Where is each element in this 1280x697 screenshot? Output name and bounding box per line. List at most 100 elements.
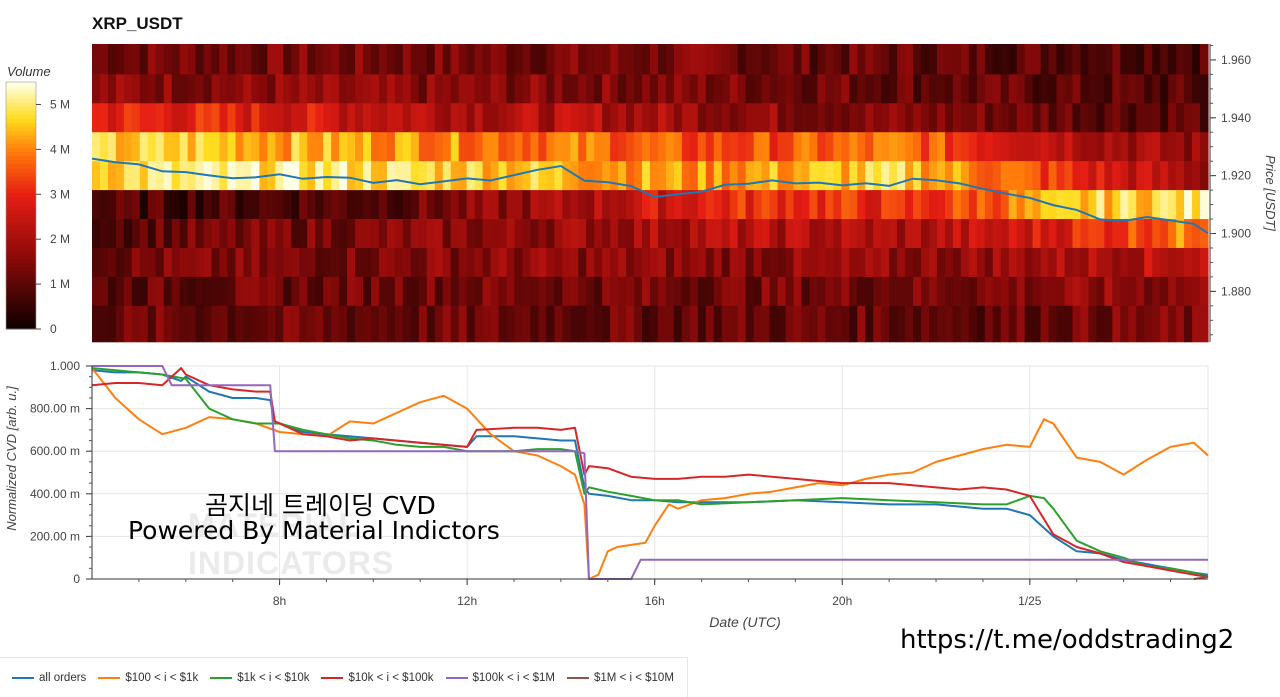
- heatmap-cell: [418, 247, 428, 278]
- legend-item[interactable]: $1k < i < $10k: [210, 672, 309, 684]
- heatmap-cell: [283, 74, 292, 104]
- heatmap-cell: [410, 74, 420, 104]
- telegram-link[interactable]: https://t.me/oddstrading2: [900, 625, 1235, 655]
- heatmap-cell: [1136, 276, 1145, 307]
- heatmap-cell: [363, 132, 372, 162]
- heatmap-cell: [259, 247, 268, 278]
- heatmap-cell: [992, 190, 1002, 220]
- heatmap-cell: [1096, 103, 1105, 133]
- heatmap-cell: [1088, 44, 1097, 75]
- heatmap-cell: [1080, 190, 1090, 220]
- heatmap-cell: [697, 276, 707, 307]
- heatmap-cell: [378, 132, 388, 162]
- colorbar-gradient-step: [6, 119, 36, 124]
- heatmap-cell: [530, 161, 539, 191]
- heatmap-cell: [402, 305, 412, 343]
- colorbar-tick-label: 4 M: [50, 142, 70, 156]
- legend-item[interactable]: $1M < i < $10M: [567, 672, 674, 684]
- heatmap-cell: [929, 161, 938, 191]
- heatmap-cell: [1184, 305, 1193, 343]
- price-tick-label: 1.960: [1221, 53, 1251, 67]
- heatmap-cell: [626, 190, 635, 220]
- heatmap-cell: [721, 44, 731, 75]
- heatmap-cell: [841, 161, 850, 191]
- heatmap-cell: [243, 103, 253, 133]
- heatmap-cell: [1096, 305, 1105, 343]
- heatmap-cell: [506, 219, 516, 249]
- heatmap-cell: [785, 219, 795, 249]
- heatmap-cell: [889, 305, 898, 343]
- heatmap-cell: [1024, 190, 1034, 220]
- heatmap-cell: [1120, 161, 1129, 191]
- heatmap-cell: [825, 276, 834, 307]
- heatmap-cell: [211, 219, 221, 249]
- heatmap-cell: [673, 190, 683, 220]
- legend-item[interactable]: $10k < i < $100k: [321, 672, 434, 684]
- heatmap-cell: [1088, 132, 1097, 162]
- heatmap-cell: [131, 44, 141, 75]
- legend-item[interactable]: $100k < i < $1M: [445, 672, 555, 684]
- heatmap-cell: [267, 219, 276, 249]
- heatmap-cell: [857, 161, 866, 191]
- heatmap-cell: [921, 132, 930, 162]
- heatmap-cell: [665, 305, 675, 343]
- heatmap-cell: [347, 190, 356, 220]
- heatmap-cell: [92, 44, 101, 75]
- colorbar-gradient-step: [6, 320, 36, 326]
- heatmap-cell: [466, 247, 476, 278]
- heatmap-cell: [315, 219, 324, 249]
- heatmap-cell: [833, 161, 842, 191]
- heatmap-cell: [99, 132, 109, 162]
- heatmap-cell: [347, 276, 356, 307]
- heatmap-cell: [434, 305, 444, 343]
- legend-item[interactable]: all orders: [12, 672, 86, 684]
- heatmap-cell: [618, 305, 627, 343]
- heatmap-cell: [147, 305, 157, 343]
- heatmap-cell: [657, 132, 667, 162]
- heatmap-cell: [793, 247, 803, 278]
- heatmap-cell: [737, 190, 747, 220]
- heatmap-cell: [817, 276, 826, 307]
- heatmap-cell: [936, 219, 946, 249]
- heatmap-cell: [434, 247, 444, 278]
- heatmap-cell: [753, 44, 763, 75]
- colorbar-gradient-step: [6, 238, 36, 244]
- heatmap-cell: [1016, 219, 1026, 249]
- heatmap-cell: [681, 190, 691, 220]
- heatmap-cell: [99, 103, 109, 133]
- heatmap-cell: [1112, 219, 1121, 249]
- heatmap-cell: [650, 219, 659, 249]
- heatmap-cell: [227, 190, 237, 220]
- heatmap-cell: [905, 190, 914, 220]
- heatmap-cell: [227, 247, 237, 278]
- heatmap-cell: [705, 305, 715, 343]
- legend-item[interactable]: $100 < i < $1k: [98, 672, 198, 684]
- heatmap-cell: [1176, 219, 1185, 249]
- heatmap-cell: [793, 276, 803, 307]
- heatmap-cell: [203, 247, 213, 278]
- heatmap-cell: [139, 74, 149, 104]
- heatmap-cell: [889, 276, 898, 307]
- heatmap-cell: [761, 74, 771, 104]
- heatmap-cell: [99, 190, 109, 220]
- heatmap-cell: [347, 103, 356, 133]
- heatmap-cell: [944, 247, 954, 278]
- heatmap-cell: [952, 276, 962, 307]
- heatmap-cell: [594, 74, 603, 104]
- heatmap-cell: [657, 190, 667, 220]
- heatmap-cell: [761, 247, 771, 278]
- heatmap-cell: [1040, 161, 1050, 191]
- heatmap-cell: [195, 190, 205, 220]
- heatmap-cell: [163, 161, 173, 191]
- heatmap-cell: [1064, 305, 1074, 343]
- heatmap-cell: [115, 103, 125, 133]
- heatmap-cell: [833, 276, 842, 307]
- heatmap-cell: [131, 132, 141, 162]
- heatmap-cell: [1152, 219, 1161, 249]
- heatmap-cell: [737, 219, 747, 249]
- heatmap-cell: [1032, 219, 1042, 249]
- heatmap-cell: [785, 74, 795, 104]
- heatmap-cell: [650, 305, 659, 343]
- heatmap-cell: [817, 219, 826, 249]
- heatmap-cell: [426, 161, 436, 191]
